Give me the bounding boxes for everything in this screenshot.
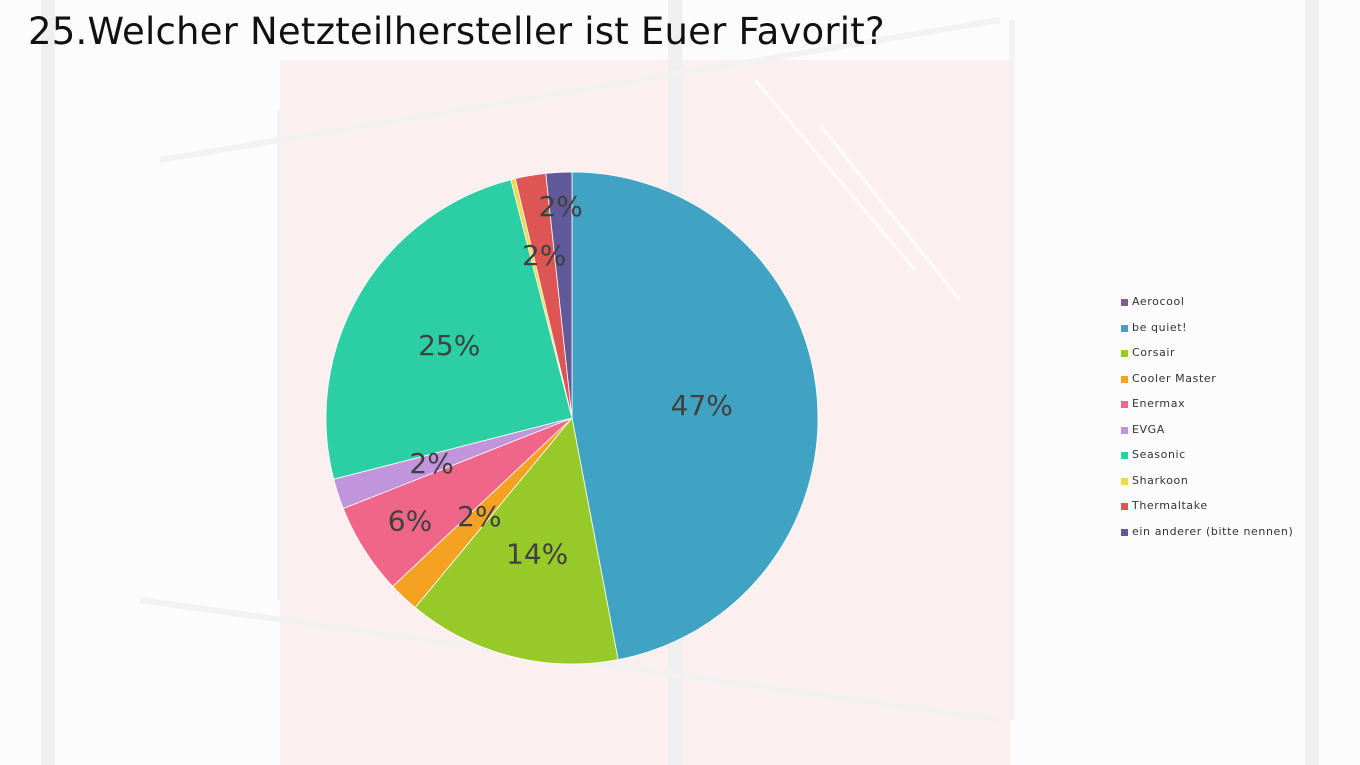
legend-item: be quiet! xyxy=(1121,321,1293,347)
legend-swatch-icon xyxy=(1121,452,1128,459)
legend-swatch-icon xyxy=(1121,401,1128,408)
legend-swatch-icon xyxy=(1121,528,1128,536)
legend-item: Thermaltake xyxy=(1121,499,1293,525)
pie-slice-ein-anderer-bitte-nennen xyxy=(545,171,573,419)
legend-swatch-icon xyxy=(1121,324,1128,332)
data-label: 47% xyxy=(671,389,733,422)
data-label: 25% xyxy=(418,329,480,362)
pie-slice-be-quiet xyxy=(571,171,819,661)
legend-swatch-icon xyxy=(1121,426,1128,434)
legend-label: be quiet! xyxy=(1132,320,1188,334)
legend-label: Sharkoon xyxy=(1132,473,1189,487)
legend-item: Cooler Master xyxy=(1121,372,1293,398)
pie-slice-corsair xyxy=(414,417,619,665)
legend-swatch-icon xyxy=(1121,477,1128,485)
legend-label: ein anderer (bitte nennen) xyxy=(1132,524,1294,538)
legend-label: EVGA xyxy=(1132,422,1165,436)
legend-item: Aerocool xyxy=(1121,295,1293,321)
legend-label: Seasonic xyxy=(1132,448,1186,461)
legend-label: Thermaltake xyxy=(1132,499,1208,512)
legend-label: Enermax xyxy=(1132,397,1186,410)
legend-label: Aerocool xyxy=(1132,295,1185,308)
slide-title: 25.Welcher Netzteilhersteller ist Euer F… xyxy=(28,10,885,53)
data-label: 6% xyxy=(388,504,432,537)
legend-item: EVGA xyxy=(1121,423,1293,449)
data-label: 2% xyxy=(522,239,566,272)
legend-swatch-icon xyxy=(1121,503,1128,510)
legend-item: Corsair xyxy=(1121,346,1293,372)
legend-swatch-icon xyxy=(1121,375,1128,383)
legend-swatch-icon xyxy=(1121,299,1128,306)
chart-legend: Aerocool be quiet! Corsair Cooler Master Ene… xyxy=(1121,295,1293,550)
legend-label: Corsair xyxy=(1132,346,1176,359)
legend-item: Enermax xyxy=(1121,397,1293,423)
legend-item: Sharkoon xyxy=(1121,474,1293,500)
legend-item: Seasonic xyxy=(1121,448,1293,474)
pie-slice-seasonic xyxy=(325,179,573,480)
data-label: 2% xyxy=(409,447,453,480)
legend-item: ein anderer (bitte nennen) xyxy=(1121,525,1293,551)
data-label: 2% xyxy=(457,500,501,533)
legend-swatch-icon xyxy=(1121,350,1128,357)
data-label: 14% xyxy=(506,537,568,570)
data-label: 2% xyxy=(538,190,582,223)
legend-label: Cooler Master xyxy=(1132,371,1217,385)
